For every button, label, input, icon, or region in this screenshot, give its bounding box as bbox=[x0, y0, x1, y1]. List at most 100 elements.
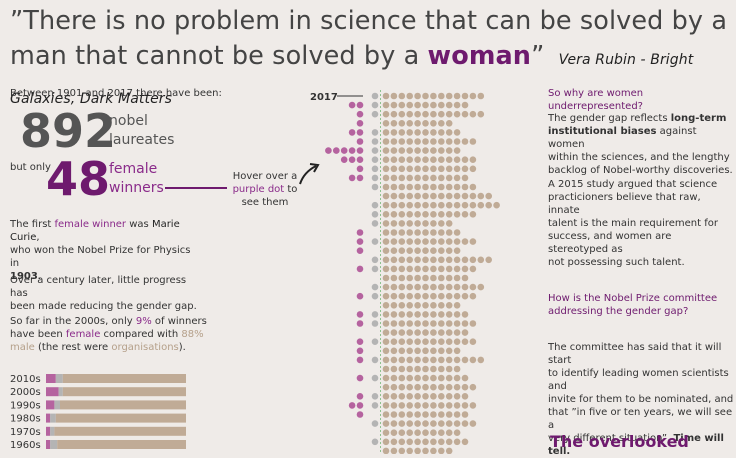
male-dot[interactable] bbox=[438, 347, 445, 355]
male-dot[interactable] bbox=[438, 320, 445, 327]
female-dot[interactable] bbox=[356, 247, 364, 254]
org-dot[interactable] bbox=[371, 265, 379, 273]
male-dot[interactable] bbox=[430, 329, 437, 336]
male-dot[interactable] bbox=[414, 265, 421, 273]
male-dot[interactable] bbox=[453, 265, 461, 273]
male-dot[interactable] bbox=[414, 447, 421, 454]
male-dot[interactable] bbox=[422, 283, 429, 291]
male-dot[interactable] bbox=[382, 174, 390, 182]
male-dot[interactable] bbox=[453, 438, 461, 446]
male-dot[interactable] bbox=[406, 110, 413, 118]
male-dot[interactable] bbox=[390, 402, 398, 409]
male-dot[interactable] bbox=[398, 283, 406, 291]
male-dot[interactable] bbox=[382, 229, 390, 236]
male-dot[interactable] bbox=[382, 165, 390, 173]
male-dot[interactable] bbox=[414, 338, 421, 345]
male-dot[interactable] bbox=[390, 438, 398, 446]
male-dot[interactable] bbox=[453, 347, 461, 355]
male-dot[interactable] bbox=[398, 320, 406, 327]
org-dot[interactable] bbox=[371, 101, 379, 109]
male-dot[interactable] bbox=[445, 201, 453, 209]
male-dot[interactable] bbox=[406, 192, 413, 200]
male-dot[interactable] bbox=[493, 201, 500, 209]
male-dot[interactable] bbox=[461, 374, 469, 382]
bar-org[interactable] bbox=[54, 400, 60, 410]
org-dot[interactable] bbox=[371, 129, 379, 136]
male-dot[interactable] bbox=[461, 329, 469, 336]
male-dot[interactable] bbox=[485, 256, 492, 264]
male-dot[interactable] bbox=[406, 138, 413, 145]
org-dot[interactable] bbox=[371, 338, 379, 345]
male-dot[interactable] bbox=[430, 420, 437, 427]
male-dot[interactable] bbox=[382, 283, 390, 291]
male-dot[interactable] bbox=[445, 347, 453, 355]
male-dot[interactable] bbox=[406, 247, 413, 254]
male-dot[interactable] bbox=[422, 129, 429, 136]
male-dot[interactable] bbox=[438, 356, 445, 364]
male-dot[interactable] bbox=[422, 438, 429, 446]
bar-female[interactable] bbox=[46, 400, 55, 410]
male-dot[interactable] bbox=[406, 429, 413, 437]
male-dot[interactable] bbox=[390, 447, 398, 454]
male-dot[interactable] bbox=[398, 110, 406, 118]
male-dot[interactable] bbox=[382, 420, 390, 427]
male-dot[interactable] bbox=[430, 138, 437, 145]
male-dot[interactable] bbox=[398, 292, 406, 300]
male-dot[interactable] bbox=[398, 101, 406, 109]
male-dot[interactable] bbox=[398, 383, 406, 391]
male-dot[interactable] bbox=[414, 156, 421, 163]
male-dot[interactable] bbox=[422, 311, 429, 318]
male-dot[interactable] bbox=[390, 201, 398, 209]
male-dot[interactable] bbox=[414, 292, 421, 300]
male-dot[interactable] bbox=[430, 338, 437, 345]
male-dot[interactable] bbox=[390, 329, 398, 336]
male-dot[interactable] bbox=[438, 420, 445, 427]
hover-hint-link[interactable]: purple dot bbox=[232, 184, 285, 195]
bar-male[interactable] bbox=[62, 387, 186, 397]
male-dot[interactable] bbox=[461, 274, 469, 282]
male-dot[interactable] bbox=[438, 229, 445, 236]
male-dot[interactable] bbox=[453, 192, 461, 200]
male-dot[interactable] bbox=[453, 92, 461, 100]
male-dot[interactable] bbox=[390, 374, 398, 382]
male-dot[interactable] bbox=[422, 201, 429, 209]
male-dot[interactable] bbox=[382, 147, 390, 154]
male-dot[interactable] bbox=[390, 138, 398, 145]
male-dot[interactable] bbox=[469, 138, 477, 145]
male-dot[interactable] bbox=[422, 183, 429, 191]
org-dot[interactable] bbox=[371, 438, 379, 446]
male-dot[interactable] bbox=[422, 347, 429, 355]
male-dot[interactable] bbox=[422, 320, 429, 327]
male-dot[interactable] bbox=[461, 393, 469, 400]
org-dot[interactable] bbox=[371, 156, 379, 163]
male-dot[interactable] bbox=[438, 120, 445, 127]
male-dot[interactable] bbox=[406, 420, 413, 427]
male-dot[interactable] bbox=[406, 147, 413, 154]
male-dot[interactable] bbox=[453, 329, 461, 336]
male-dot[interactable] bbox=[438, 129, 445, 136]
male-dot[interactable] bbox=[461, 320, 469, 327]
male-dot[interactable] bbox=[430, 229, 437, 236]
male-dot[interactable] bbox=[453, 201, 461, 209]
male-dot[interactable] bbox=[422, 429, 429, 437]
male-dot[interactable] bbox=[406, 411, 413, 418]
male-dot[interactable] bbox=[461, 201, 469, 209]
male-dot[interactable] bbox=[469, 256, 477, 264]
male-dot[interactable] bbox=[469, 320, 477, 327]
male-dot[interactable] bbox=[398, 147, 406, 154]
male-dot[interactable] bbox=[453, 402, 461, 409]
male-dot[interactable] bbox=[406, 311, 413, 318]
male-dot[interactable] bbox=[414, 365, 421, 373]
male-dot[interactable] bbox=[445, 147, 453, 154]
male-dot[interactable] bbox=[390, 292, 398, 300]
male-dot[interactable] bbox=[453, 356, 461, 364]
male-dot[interactable] bbox=[390, 265, 398, 273]
male-dot[interactable] bbox=[414, 393, 421, 400]
male-dot[interactable] bbox=[390, 120, 398, 127]
male-dot[interactable] bbox=[445, 438, 453, 446]
male-dot[interactable] bbox=[382, 411, 390, 418]
male-dot[interactable] bbox=[414, 220, 421, 227]
male-dot[interactable] bbox=[453, 429, 461, 437]
male-dot[interactable] bbox=[430, 402, 437, 409]
male-dot[interactable] bbox=[382, 311, 390, 318]
